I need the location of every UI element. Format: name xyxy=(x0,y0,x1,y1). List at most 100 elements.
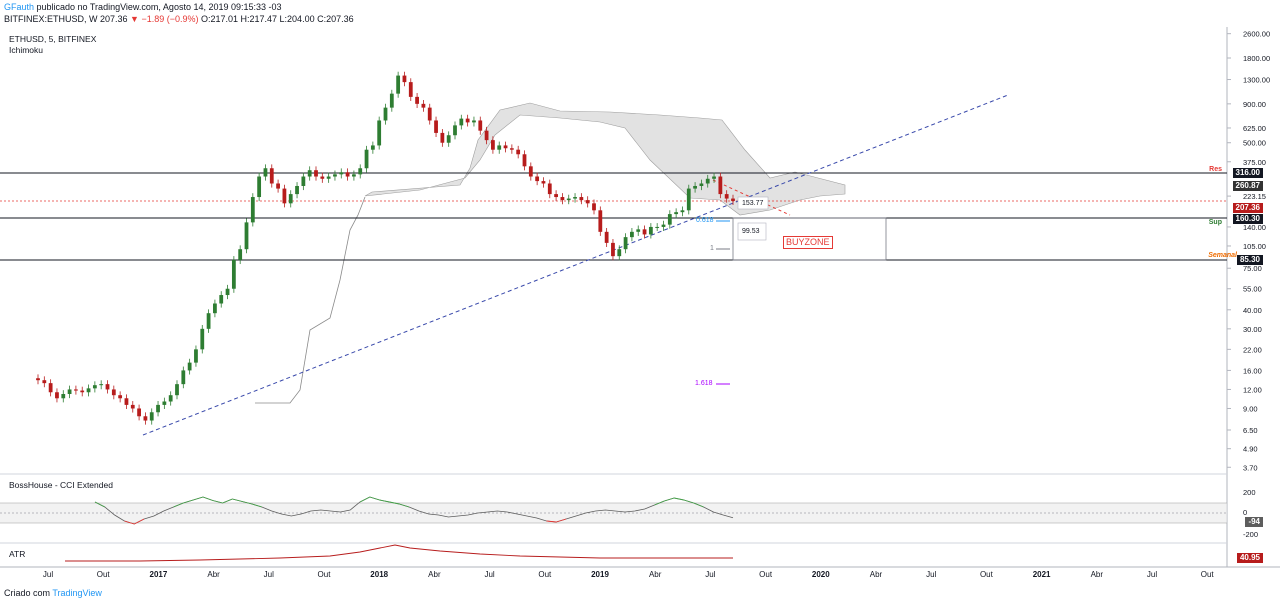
tradingview-logo-link[interactable]: TradingView xyxy=(52,588,102,598)
candle-body[interactable] xyxy=(181,370,186,385)
candle-body[interactable] xyxy=(137,408,141,417)
candle-body[interactable] xyxy=(111,389,116,396)
candle-body[interactable] xyxy=(459,118,464,126)
candle-body[interactable] xyxy=(465,118,470,123)
candle-body[interactable] xyxy=(219,295,224,304)
candle-body[interactable] xyxy=(105,384,110,390)
price-axis[interactable]: 2600.00 1800.00 1300.00 900.00 625.00 500.00 3… xyxy=(1227,30,1270,473)
candle-body[interactable] xyxy=(661,224,666,227)
candle-body[interactable] xyxy=(74,389,78,391)
candle-body[interactable] xyxy=(168,395,173,402)
candle-body[interactable] xyxy=(326,176,331,179)
candle-body[interactable] xyxy=(421,103,426,108)
candle-body[interactable] xyxy=(288,194,293,204)
candle-body[interactable] xyxy=(642,229,647,235)
candle-body[interactable] xyxy=(516,149,521,155)
candle-body[interactable] xyxy=(257,176,262,198)
candle-body[interactable] xyxy=(472,120,476,123)
candle-body[interactable] xyxy=(61,394,66,399)
candle-body[interactable] xyxy=(604,231,609,243)
candle-body[interactable] xyxy=(238,249,243,260)
candle-body[interactable] xyxy=(333,174,337,177)
candle-body[interactable] xyxy=(231,259,236,289)
candle-body[interactable] xyxy=(67,389,72,395)
candle-body[interactable] xyxy=(364,149,369,169)
candle-body[interactable] xyxy=(339,172,344,175)
candle-body[interactable] xyxy=(528,166,533,177)
candle-body[interactable] xyxy=(345,172,350,177)
candle-body[interactable] xyxy=(352,174,356,177)
candle-body[interactable] xyxy=(263,168,268,177)
candle-body[interactable] xyxy=(175,384,179,396)
candle-body[interactable] xyxy=(370,145,375,150)
candle-body[interactable] xyxy=(269,168,274,184)
candle-body[interactable] xyxy=(200,328,205,350)
candle-body[interactable] xyxy=(118,395,123,399)
candle-body[interactable] xyxy=(712,176,716,179)
candle-body[interactable] xyxy=(453,125,457,136)
candle-body[interactable] xyxy=(156,404,160,413)
candle-body[interactable] xyxy=(693,185,697,189)
candle-body[interactable] xyxy=(617,249,622,257)
candle-body[interactable] xyxy=(718,176,723,195)
buyzone-box[interactable] xyxy=(732,217,887,261)
time-axis[interactable]: Jul Out 2017 Abr Jul Out 2018 Abr Jul Out 2019 Abr J… xyxy=(43,570,1215,579)
candle-body[interactable] xyxy=(491,140,495,150)
candle-body[interactable] xyxy=(276,183,280,189)
candle-body[interactable] xyxy=(592,203,596,211)
candle-body[interactable] xyxy=(250,197,255,223)
candle-body[interactable] xyxy=(383,107,388,121)
candle-body[interactable] xyxy=(99,384,104,386)
candle-body[interactable] xyxy=(162,401,167,405)
candle-body[interactable] xyxy=(194,349,198,363)
range-box-small[interactable] xyxy=(737,222,767,241)
candle-body[interactable] xyxy=(623,237,628,250)
candle-body[interactable] xyxy=(55,392,59,399)
candle-body[interactable] xyxy=(503,145,508,149)
candle-body[interactable] xyxy=(497,145,502,150)
candle-body[interactable] xyxy=(124,398,129,405)
candle-body[interactable] xyxy=(314,170,318,177)
candle-body[interactable] xyxy=(680,210,685,213)
candle-body[interactable] xyxy=(554,194,558,198)
candle-body[interactable] xyxy=(80,390,85,393)
candle-body[interactable] xyxy=(225,288,230,296)
candle-body[interactable] xyxy=(446,135,451,143)
range-box-top[interactable] xyxy=(737,196,769,210)
candle-body[interactable] xyxy=(630,231,634,238)
candle-body[interactable] xyxy=(358,168,363,175)
candle-body[interactable] xyxy=(86,388,91,393)
candle-body[interactable] xyxy=(547,183,552,195)
candle-body[interactable] xyxy=(705,178,710,184)
candle-body[interactable] xyxy=(686,188,691,211)
candle-body[interactable] xyxy=(206,313,211,329)
candle-body[interactable] xyxy=(301,176,306,186)
candle-body[interactable] xyxy=(636,229,641,232)
candle-body[interactable] xyxy=(427,107,432,121)
candle-body[interactable] xyxy=(244,222,249,250)
candle-body[interactable] xyxy=(42,380,47,384)
candle-body[interactable] xyxy=(566,198,571,201)
candle-body[interactable] xyxy=(295,185,299,195)
candle-body[interactable] xyxy=(143,416,148,421)
candle-body[interactable] xyxy=(484,130,489,141)
candle-body[interactable] xyxy=(307,170,312,177)
candle-body[interactable] xyxy=(402,75,407,83)
candle-body[interactable] xyxy=(92,385,97,389)
candle-body[interactable] xyxy=(667,214,672,225)
candle-body[interactable] xyxy=(36,378,40,381)
candle-body[interactable] xyxy=(282,188,287,204)
candle-body[interactable] xyxy=(674,212,679,215)
candle-body[interactable] xyxy=(415,96,419,104)
candle-body[interactable] xyxy=(396,75,401,94)
candle-body[interactable] xyxy=(408,82,413,97)
candle-body[interactable] xyxy=(509,148,514,150)
candle-body[interactable] xyxy=(434,120,438,133)
candle-body[interactable] xyxy=(149,412,154,421)
candle-body[interactable] xyxy=(320,176,325,179)
candle-body[interactable] xyxy=(440,132,445,143)
candle-body[interactable] xyxy=(655,226,660,228)
candle-body[interactable] xyxy=(478,120,483,131)
author-link[interactable]: GFauth xyxy=(4,2,35,12)
candle-body[interactable] xyxy=(585,200,590,204)
